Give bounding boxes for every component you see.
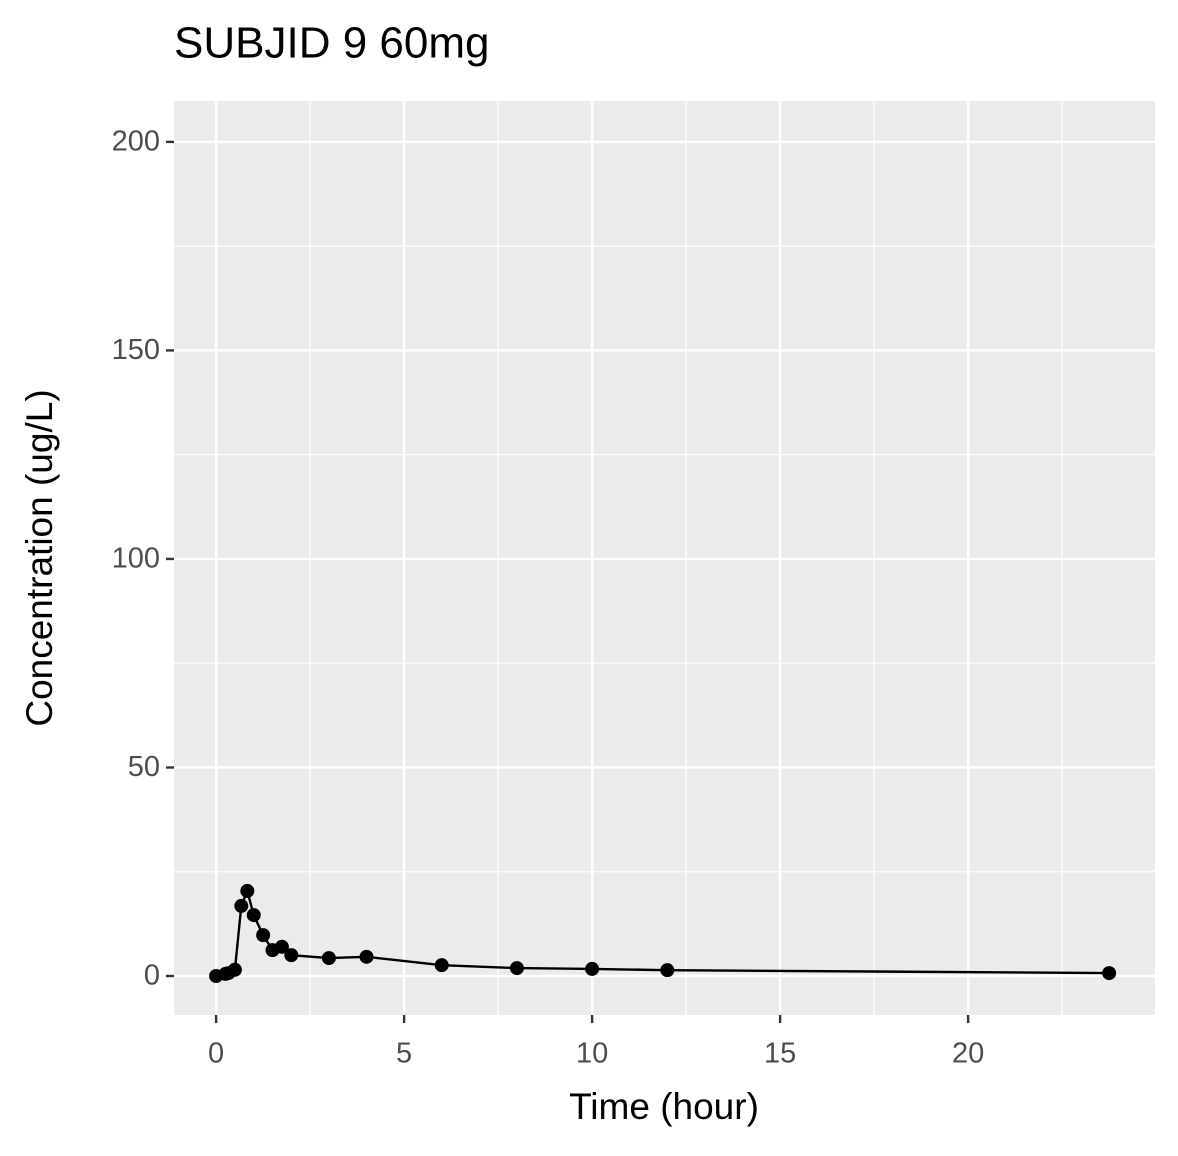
marks [209,883,1117,984]
x-tick-label: 20 [952,1038,984,1070]
data-point [256,928,271,943]
data-point [284,948,299,963]
y-tick-label: 150 [112,334,160,366]
data-point [359,949,374,964]
data-point [227,962,242,977]
x-tick-label: 5 [396,1038,412,1070]
x-tick-label: 0 [208,1038,224,1070]
data-point [1102,966,1117,981]
data-point [274,939,289,954]
chart-title: SUBJID 9 60mg [174,19,489,68]
data-point [660,963,675,978]
data-point [509,961,524,976]
x-tick-label: 15 [764,1038,796,1070]
y-tick-label: 50 [128,751,160,783]
y-tick-label: 0 [144,960,160,992]
data-point [240,883,255,898]
y-tick-label: 100 [112,543,160,575]
x-tick-label: 10 [576,1038,608,1070]
data-point [246,908,261,923]
x-axis-title: Time (hour) [569,1086,759,1127]
data-point [585,961,600,976]
data-point [321,951,336,966]
data-point [234,898,249,913]
y-tick-label: 200 [112,126,160,158]
y-axis-title: Concentration (ug/L) [19,389,60,726]
data-point [434,958,449,973]
